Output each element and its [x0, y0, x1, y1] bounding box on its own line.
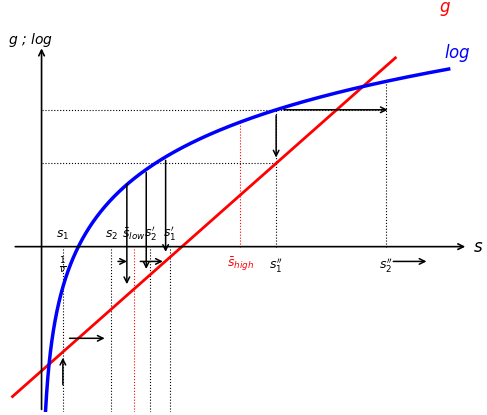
Text: $s_2'$: $s_2'$ [144, 224, 157, 242]
Text: $log$: $log$ [444, 42, 470, 64]
Text: $g$: $g$ [439, 0, 451, 18]
Text: $\bar{s}_{low}$: $\bar{s}_{low}$ [122, 226, 146, 242]
Text: $s_2$: $s_2$ [105, 229, 118, 242]
Text: $s_1'$: $s_1'$ [163, 224, 176, 242]
Text: $\bar{s}_{high}$: $\bar{s}_{high}$ [227, 256, 254, 273]
Text: $g$ ; $log$: $g$ ; $log$ [8, 31, 53, 49]
Text: $s_2''$: $s_2''$ [379, 256, 393, 273]
Text: $s_1''$: $s_1''$ [269, 256, 283, 273]
Text: $\frac{1}{\nu}$: $\frac{1}{\nu}$ [59, 256, 67, 276]
Text: $s_1$: $s_1$ [56, 229, 70, 242]
Text: $s$: $s$ [473, 238, 483, 256]
